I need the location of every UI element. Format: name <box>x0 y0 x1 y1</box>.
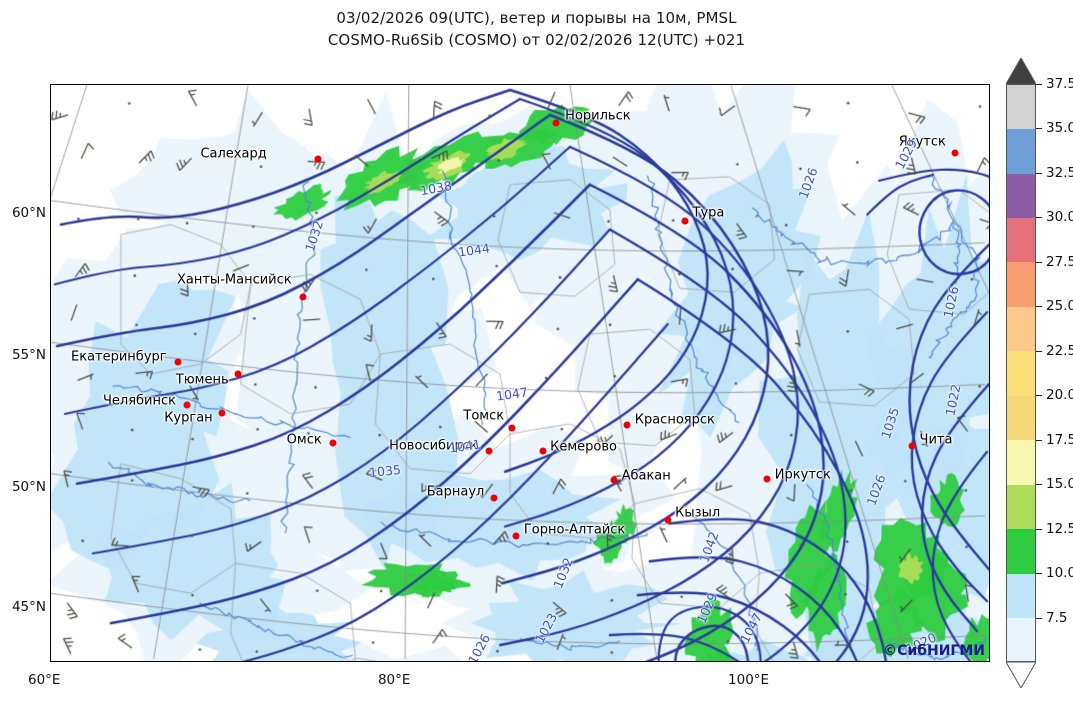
city-label: Якутск <box>898 134 946 150</box>
colorbar-band-11 <box>1006 128 1036 174</box>
city-label: Норильск <box>565 108 631 124</box>
city-marker <box>329 439 337 447</box>
colorbar-tick-2 <box>1036 528 1042 530</box>
colorbar <box>1005 56 1037 690</box>
colorbar-tick-label-3: 15.0 <box>1046 476 1073 493</box>
colorbar-tick-label-6: 22.5 <box>1046 342 1073 359</box>
city-marker <box>512 532 520 540</box>
colorbar-under-arrow <box>1005 661 1037 692</box>
colorbar-band-2 <box>1006 528 1036 574</box>
colorbar-band-3 <box>1006 484 1036 530</box>
x-axis-tick-0: 60°E <box>28 672 61 688</box>
city-label: Тура <box>692 205 725 221</box>
colorbar-tick-7 <box>1036 306 1042 308</box>
colorbar-over-arrow-shape <box>1005 56 1037 89</box>
city-label: Томск <box>463 408 505 424</box>
chart-title-block: 03/02/2026 09(UTC), ветер и порывы на 10… <box>0 8 1073 52</box>
colorbar-tick-label-5: 20.0 <box>1046 387 1073 404</box>
colorbar-tick-label-11: 35.0 <box>1046 120 1073 137</box>
copyright-watermark: ©СибНИГМИ <box>883 643 985 659</box>
colorbar-band-8 <box>1006 261 1036 307</box>
title-line-secondary: COSMO-Ru6Sib (COSMO) от 02/02/2026 12(UT… <box>327 30 746 49</box>
colorbar-band-1 <box>1006 573 1036 619</box>
city-marker <box>485 447 493 455</box>
colorbar-tick-9 <box>1036 217 1042 219</box>
colorbar-tick-label-9: 30.0 <box>1046 209 1073 226</box>
city-label: Челябинск <box>103 393 177 409</box>
city-label: Чита <box>919 432 953 448</box>
city-label: Ханты-Мансийск <box>176 272 292 288</box>
colorbar-band-10 <box>1006 172 1036 218</box>
city-label: Барнаул <box>426 484 485 500</box>
city-label: Кызыл <box>675 505 721 521</box>
colorbar-tick-label-0: 7.5 <box>1046 609 1068 626</box>
y-axis-tick-3: 45°N <box>11 599 46 615</box>
colorbar-tick-label-1: 10.0 <box>1046 565 1073 582</box>
colorbar-tick-3 <box>1036 484 1042 486</box>
city-marker <box>610 476 618 484</box>
city-marker <box>623 421 631 429</box>
colorbar-tick-label-7: 25.0 <box>1046 298 1073 315</box>
y-axis-tick-2: 50°N <box>11 479 46 496</box>
colorbar-tick-label-4: 17.5 <box>1046 431 1073 448</box>
colorbar-tick-0 <box>1036 617 1042 619</box>
city-marker <box>908 442 916 450</box>
colorbar-band-12 <box>1006 84 1036 130</box>
x-axis-tick-2: 100°E <box>728 672 770 688</box>
colorbar-tick-5 <box>1036 395 1042 397</box>
city-marker <box>552 119 560 127</box>
colorbar-band-0 <box>1006 617 1036 663</box>
city-marker <box>183 401 191 409</box>
colorbar-tick-8 <box>1036 261 1042 263</box>
city-label: Кемерово <box>550 439 617 455</box>
colorbar-tick-12 <box>1036 84 1042 85</box>
city-marker <box>314 155 322 163</box>
colorbar-band-6 <box>1006 350 1036 396</box>
colorbar-band-9 <box>1006 217 1036 263</box>
city-label: Омск <box>286 432 322 448</box>
city-marker <box>763 475 771 483</box>
map-plot-area: Салехард Норильск Якутск Тура Ханты-Мансийск… <box>50 84 990 662</box>
colorbar-tick-label-2: 12.5 <box>1046 520 1073 537</box>
city-label: Иркутск <box>774 467 831 483</box>
city-label: Горно-Алтайск <box>523 522 626 538</box>
y-axis-tick-1: 55°N <box>11 347 46 363</box>
city-label: Курган <box>164 410 213 426</box>
colorbar-tick-10 <box>1036 172 1042 174</box>
city-marker <box>234 370 242 378</box>
title-line-primary: 03/02/2026 09(UTC), ветер и порывы на 10… <box>336 9 737 27</box>
city-label: Новосибирск <box>389 438 478 454</box>
city-label: Тюмень <box>175 372 229 388</box>
city-label: Екатеринбург <box>71 349 167 365</box>
city-marker <box>490 494 498 502</box>
city-label: Красноярск <box>634 412 715 428</box>
city-label: Абакан <box>621 468 671 484</box>
colorbar-band-7 <box>1006 306 1036 352</box>
colorbar-tick-label-10: 32.5 <box>1046 164 1073 181</box>
map-canvas <box>51 85 989 661</box>
colorbar-band-4 <box>1006 439 1036 485</box>
city-marker <box>508 424 516 432</box>
x-axis-tick-1: 80°E <box>377 672 411 688</box>
colorbar-tick-1 <box>1036 573 1042 575</box>
city-marker <box>299 293 307 301</box>
colorbar-tick-label-8: 27.5 <box>1046 253 1073 270</box>
city-marker <box>681 217 689 225</box>
city-marker <box>174 358 182 366</box>
colorbar-tick-4 <box>1036 439 1042 441</box>
colorbar-tick-label-12: 37.5 <box>1046 76 1073 92</box>
city-label: Салехард <box>200 146 267 162</box>
colorbar-tick-11 <box>1036 128 1042 130</box>
colorbar-band-5 <box>1006 395 1036 441</box>
city-marker <box>218 409 226 417</box>
city-marker <box>539 447 547 455</box>
city-marker <box>664 516 672 524</box>
colorbar-tick-6 <box>1036 350 1042 352</box>
y-axis-tick-0: 60°N <box>11 204 46 221</box>
city-marker <box>951 149 959 157</box>
